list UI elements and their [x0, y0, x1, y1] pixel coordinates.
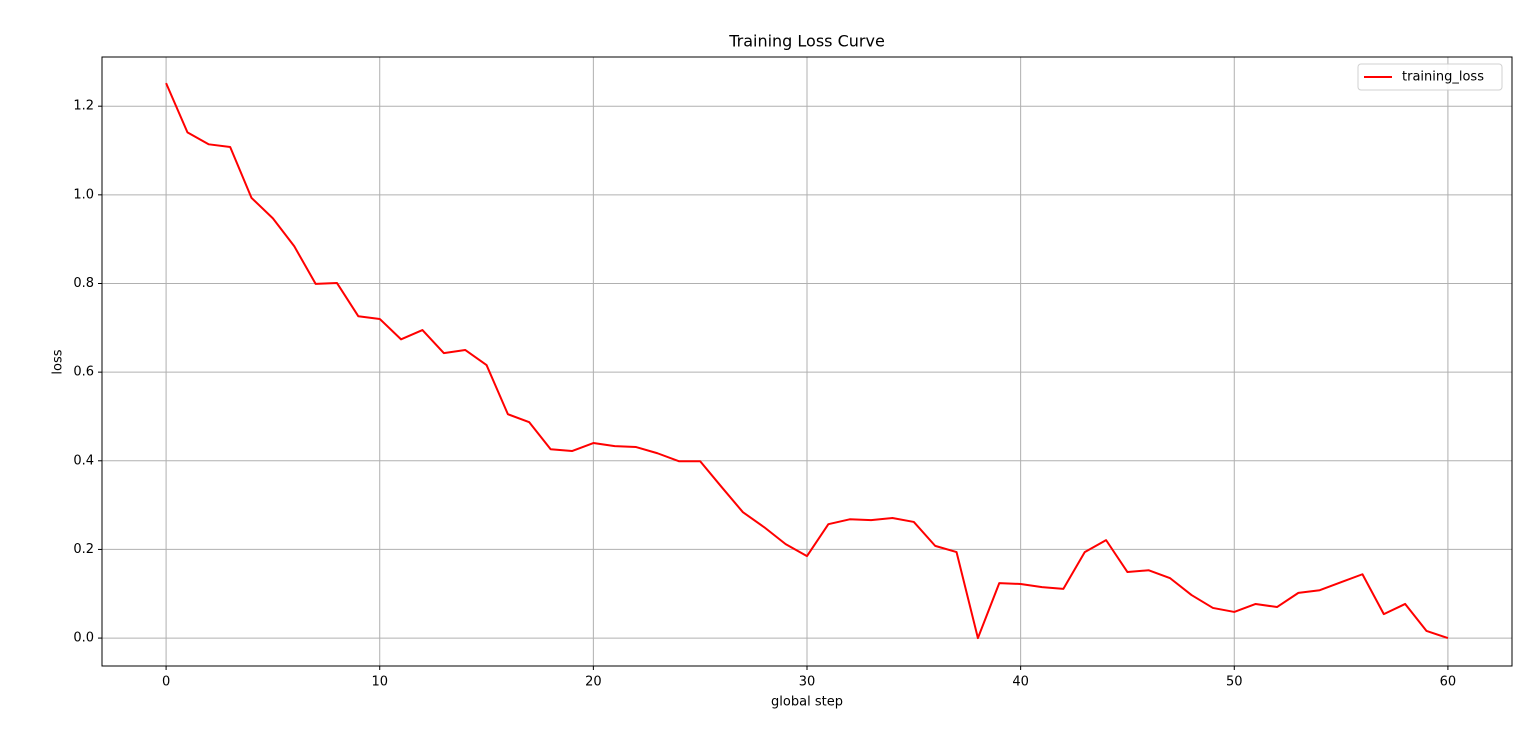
x-tick-label: 0: [162, 675, 170, 690]
legend-label: training_loss: [1402, 70, 1484, 85]
x-tick-label: 50: [1226, 675, 1243, 690]
y-tick-label: 0.4: [73, 453, 94, 468]
y-tick-label: 1.2: [73, 99, 94, 114]
y-tick-label: 0.8: [73, 276, 94, 291]
plot-frame: [101, 56, 1513, 667]
x-tick-label: 40: [1012, 675, 1029, 690]
y-axis-label: loss: [51, 349, 66, 374]
y-tick-label: 0.2: [73, 542, 94, 557]
chart-title: Training Loss Curve: [728, 32, 885, 51]
y-tick-label: 1.0: [73, 187, 94, 202]
x-tick-label: 60: [1440, 675, 1457, 690]
x-tick-label: 10: [371, 675, 388, 690]
y-tick-label: 0.6: [73, 365, 94, 380]
y-tick-label: 0.0: [73, 631, 94, 646]
x-tick-label: 30: [799, 675, 816, 690]
legend-box: [1357, 63, 1503, 91]
line-series: [165, 82, 1449, 640]
x-tick-label: 20: [585, 675, 602, 690]
x-axis-label: global step: [771, 695, 843, 710]
